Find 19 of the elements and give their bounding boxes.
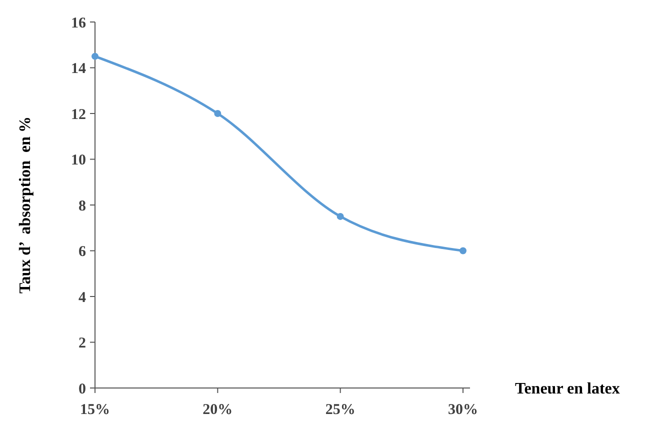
y-tick-label: 2 xyxy=(78,336,86,352)
x-tick-label: 25% xyxy=(325,402,356,418)
y-tick-label: 10 xyxy=(71,152,86,168)
y-tick-label: 0 xyxy=(78,381,86,398)
point xyxy=(460,247,466,254)
y-tick-label: 6 xyxy=(78,244,86,260)
x-tick-label: 20% xyxy=(202,402,233,418)
y-tick-label: 16 xyxy=(71,15,86,32)
x-tick-label: 15% xyxy=(80,402,110,418)
point xyxy=(92,52,98,60)
y-tick-label: 8 xyxy=(78,198,86,214)
point xyxy=(214,110,222,117)
point xyxy=(336,212,344,220)
x-axis-title: Teneur en latex xyxy=(515,380,620,398)
y-axis-title: Taux d’ absorption en % xyxy=(17,116,34,294)
x-tick-label: 30% xyxy=(448,402,478,418)
y-tick-label: 4 xyxy=(78,290,86,306)
y-tick-label: 14 xyxy=(71,61,86,77)
y-tick-label: 12 xyxy=(71,106,86,123)
